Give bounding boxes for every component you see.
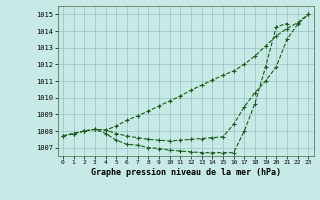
- X-axis label: Graphe pression niveau de la mer (hPa): Graphe pression niveau de la mer (hPa): [91, 168, 281, 177]
